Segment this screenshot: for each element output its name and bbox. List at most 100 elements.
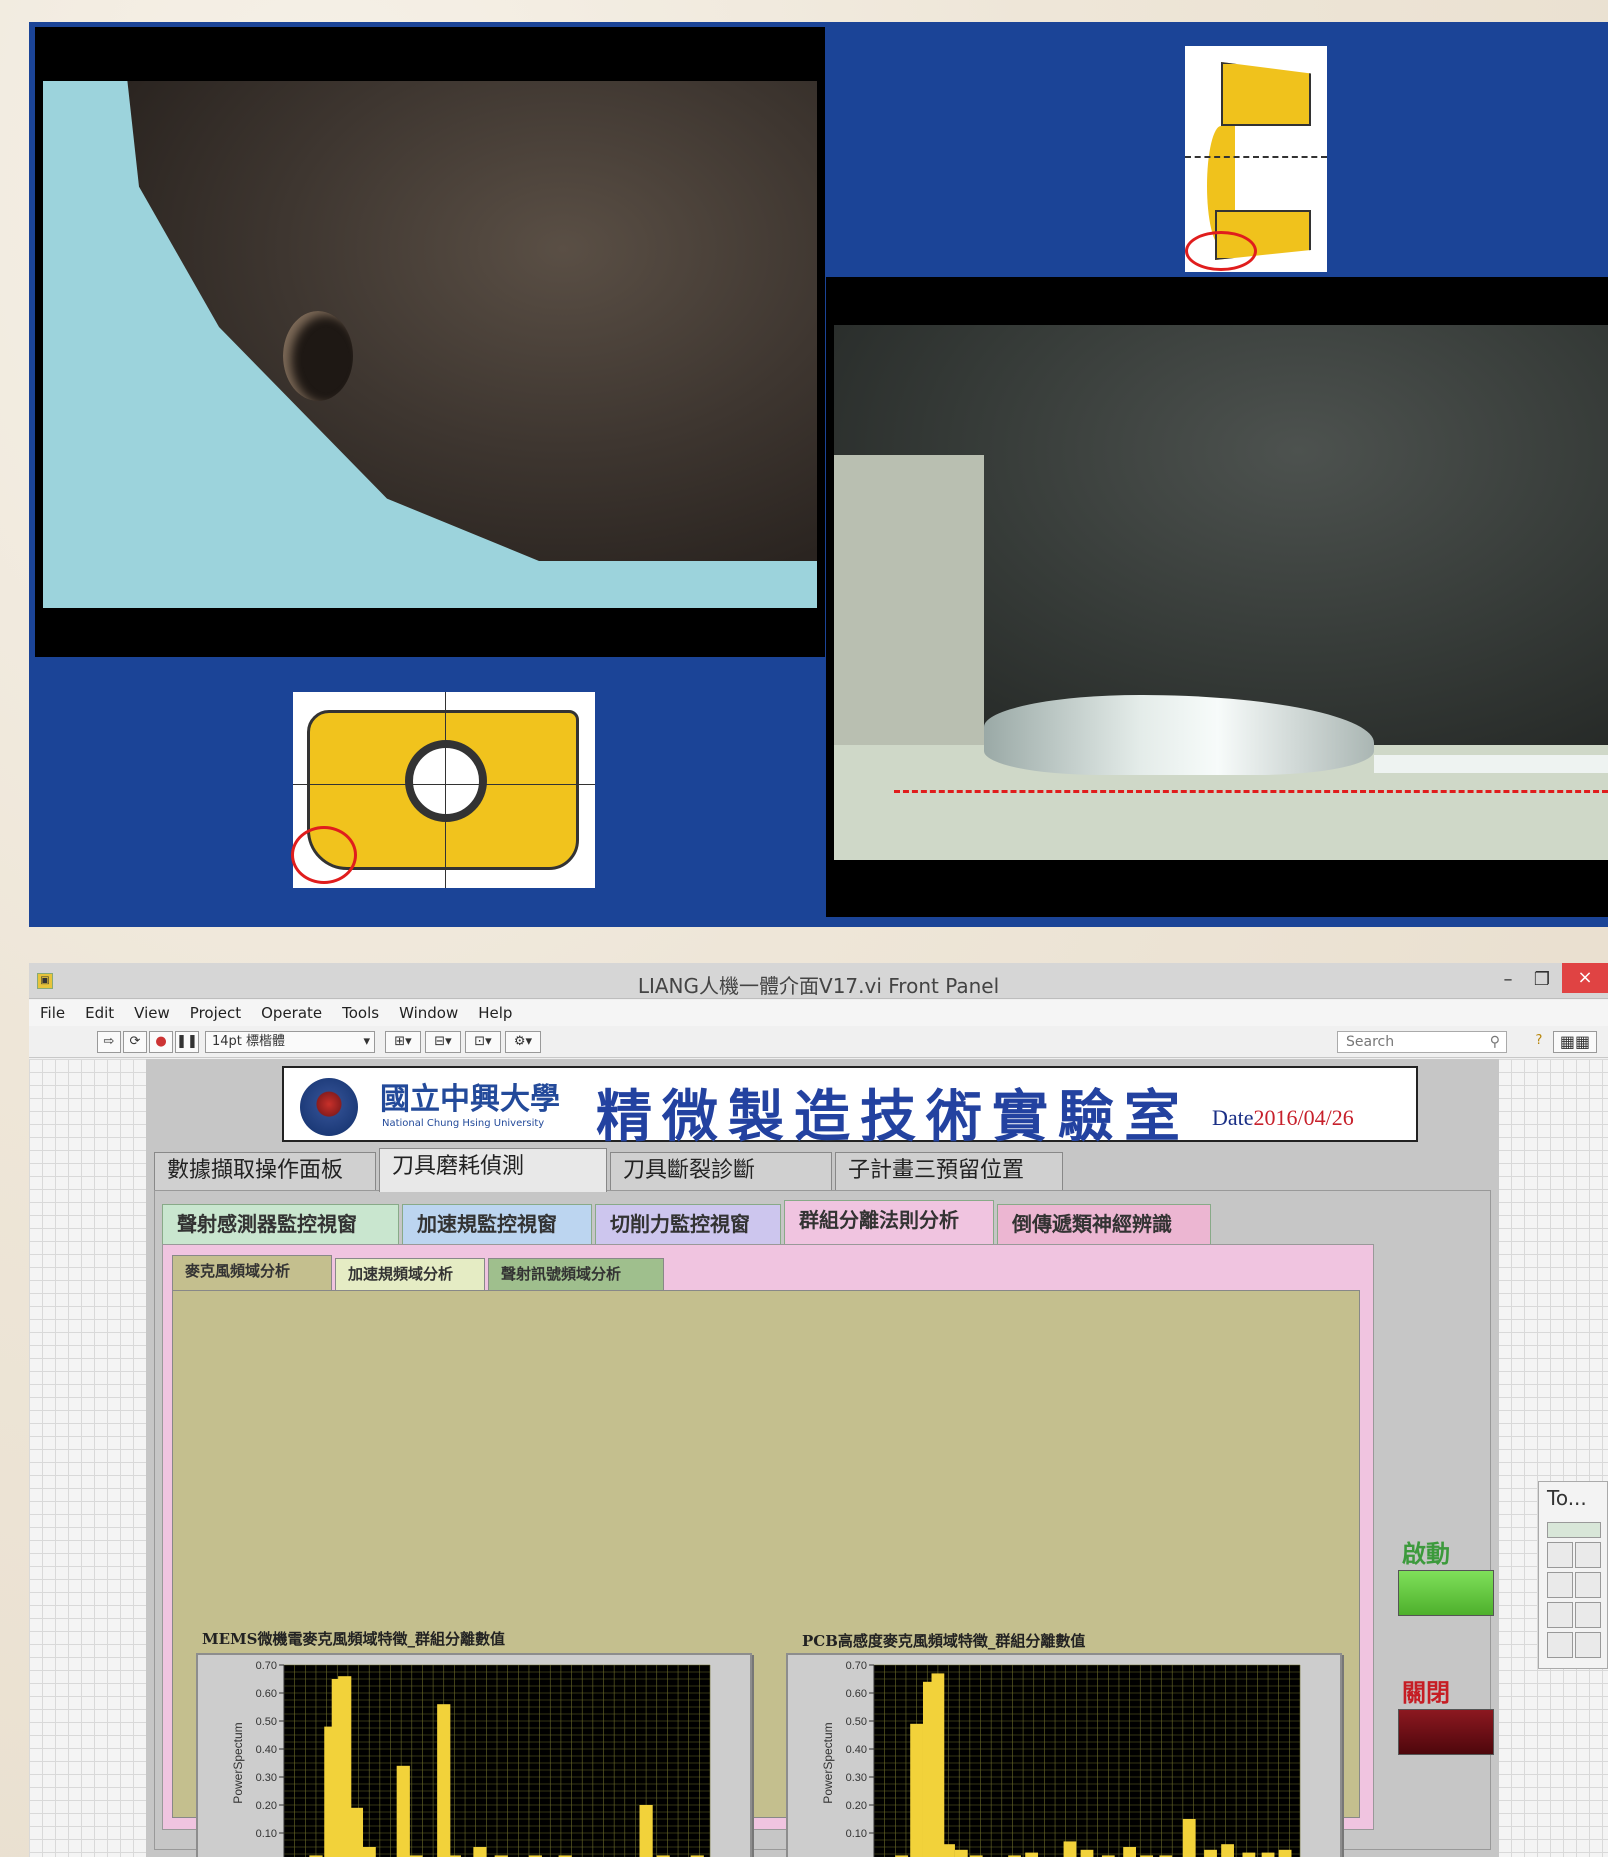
tab-accelerometer[interactable]: 加速規監控視窗	[402, 1204, 592, 1244]
tab-tool-wear[interactable]: 刀具磨耗偵測	[379, 1148, 607, 1192]
tab-subproject-3[interactable]: 子計畫三預留位置	[835, 1152, 1063, 1190]
restore-button[interactable]: ❐	[1533, 969, 1551, 990]
bar	[942, 1844, 955, 1857]
university-logo	[300, 1078, 358, 1136]
y-tick-label: 0.60	[846, 1688, 867, 1700]
reorder-icon[interactable]: ⚙▾	[505, 1031, 541, 1053]
breakpoint-icon[interactable]	[1547, 1602, 1573, 1628]
connector-pane-icon[interactable]: ▦▦	[1553, 1031, 1597, 1053]
bar	[954, 1849, 968, 1857]
menu-project[interactable]: Project	[189, 1004, 242, 1022]
pause-icon[interactable]: ❚❚	[175, 1031, 199, 1053]
bar	[349, 1807, 364, 1857]
bar	[1101, 1855, 1115, 1857]
menu-edit[interactable]: Edit	[85, 1004, 115, 1022]
start-label: 啟動	[1402, 1539, 1450, 1568]
bar	[1140, 1855, 1154, 1857]
menu-file[interactable]: File	[40, 1004, 66, 1022]
main-panel: 國立中興大學 National Chung Hsing University 精…	[146, 1059, 1499, 1857]
tab-ae-sensor[interactable]: 聲射感測器監控視窗	[162, 1204, 399, 1244]
y-tick-label: 0.50	[256, 1716, 277, 1728]
y-tick-label: 0.40	[846, 1744, 867, 1756]
graph-mems-mic-plot: 0.000.100.200.300.400.500.600.700.002.50…	[231, 1660, 711, 1857]
menu-tools[interactable]: Tools	[342, 1004, 380, 1022]
bar	[528, 1855, 542, 1857]
search-icon: ⚲	[1489, 1034, 1500, 1050]
lab-title: 精微製造技術實驗室	[596, 1084, 1190, 1150]
start-button[interactable]	[1398, 1570, 1494, 1616]
stop-button[interactable]	[1398, 1709, 1494, 1755]
tool-wear-photo-composite	[29, 22, 1608, 927]
minimize-button[interactable]: –	[1503, 969, 1513, 990]
bar	[309, 1855, 323, 1857]
bar	[639, 1805, 653, 1857]
window-title: LIANG人機一體介面V17.vi Front Panel	[637, 974, 1000, 998]
bar	[1159, 1855, 1173, 1857]
microscope-image-left	[35, 27, 825, 657]
bar	[1080, 1849, 1094, 1857]
menu-operate[interactable]: Operate	[261, 1004, 323, 1022]
wiring-icon[interactable]	[1547, 1572, 1573, 1598]
help-icon[interactable]: ?	[1535, 1033, 1543, 1048]
bar	[362, 1847, 376, 1857]
y-tick-label: 0.20	[256, 1800, 277, 1812]
run-continuously-icon[interactable]: ⟳	[123, 1031, 147, 1053]
tab-ae-frequency[interactable]: 聲射訊號頻域分析	[488, 1258, 664, 1290]
bar	[409, 1855, 423, 1857]
bar	[1278, 1849, 1292, 1857]
color-brush-icon[interactable]	[1575, 1632, 1601, 1658]
bar	[1025, 1852, 1039, 1857]
y-tick-label: 0.50	[846, 1716, 867, 1728]
label-tool-icon[interactable]	[1575, 1572, 1601, 1598]
wear-location-circle	[291, 826, 357, 884]
title-bar: ▣ LIANG人機一體介面V17.vi Front Panel – ❐ ×	[29, 963, 1608, 999]
y-tick-label: 0.30	[846, 1772, 867, 1784]
tab-mic-frequency[interactable]: 麥克風頻域分析	[172, 1255, 332, 1290]
bar	[690, 1855, 704, 1857]
bar	[1008, 1855, 1021, 1857]
bar	[1123, 1847, 1136, 1857]
menu-help[interactable]: Help	[478, 1004, 513, 1022]
tab-bpnn[interactable]: 倒傳遞類神經辨識	[997, 1204, 1211, 1244]
probe-icon[interactable]	[1575, 1602, 1601, 1628]
color-copy-icon[interactable]	[1547, 1632, 1573, 1658]
stop-label: 關閉	[1402, 1678, 1450, 1707]
bar	[969, 1855, 983, 1857]
menu-window[interactable]: Window	[399, 1004, 459, 1022]
tab-data-acquisition[interactable]: 數據擷取操作面板	[154, 1152, 376, 1190]
tab-cluster-separation[interactable]: 群組分離法則分析	[784, 1200, 994, 1244]
bar	[931, 1673, 945, 1857]
y-tick-label: 0.70	[846, 1660, 867, 1672]
bar	[558, 1855, 572, 1857]
bar	[1204, 1849, 1217, 1857]
app-icon: ▣	[37, 973, 53, 989]
tab-tool-breakage[interactable]: 刀具斷裂診斷	[610, 1152, 832, 1190]
date-display: Date2016/04/26	[1212, 1105, 1354, 1130]
bar	[1221, 1844, 1234, 1857]
graph-pcb-mic: 0.000.100.200.300.400.500.600.700.002.00…	[786, 1653, 1342, 1857]
y-tick-label: 0.20	[846, 1800, 867, 1812]
y-tick-label: 0.10	[256, 1828, 277, 1840]
font-select[interactable]: 14pt 標楷體 ▾	[205, 1031, 375, 1053]
gridlines	[873, 1664, 1301, 1857]
distribute-objects-icon[interactable]: ⊟▾	[425, 1031, 461, 1053]
resize-objects-icon[interactable]: ⊡▾	[465, 1031, 501, 1053]
operate-hand-icon[interactable]	[1547, 1542, 1573, 1568]
tab-cutting-force[interactable]: 切削力監控視窗	[595, 1204, 781, 1244]
search-input[interactable]: Search ⚲	[1337, 1031, 1507, 1053]
graph-pcb-mic-plot: 0.000.100.200.300.400.500.600.700.002.00…	[821, 1660, 1301, 1857]
bar	[437, 1704, 451, 1857]
microscope-image-right	[826, 277, 1608, 917]
align-objects-icon[interactable]: ⊞▾	[385, 1031, 421, 1053]
run-arrow-icon[interactable]: ⇨	[97, 1031, 121, 1053]
tab-accel-frequency[interactable]: 加速規頻域分析	[335, 1258, 485, 1290]
header-banner: 國立中興大學 National Chung Hsing University 精…	[282, 1066, 1418, 1150]
bar	[1182, 1819, 1196, 1857]
abort-icon[interactable]: ●	[149, 1031, 173, 1053]
tool-tip	[123, 81, 817, 561]
menu-view[interactable]: View	[134, 1004, 170, 1022]
close-button[interactable]: ×	[1562, 963, 1608, 993]
auto-tool-icon[interactable]	[1547, 1522, 1601, 1538]
pointer-icon[interactable]	[1575, 1542, 1601, 1568]
graph2-title: PCB高感度麥克風頻域特徵_群組分離數值	[802, 1632, 1086, 1650]
